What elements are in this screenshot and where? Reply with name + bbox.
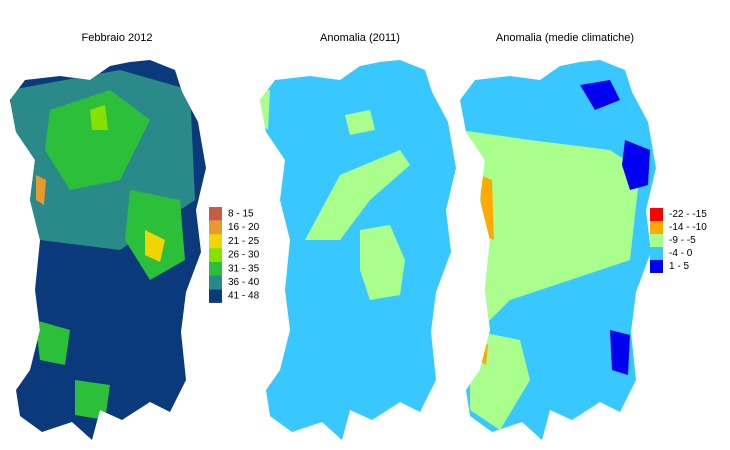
legend-label: 16 - 20: [228, 222, 260, 233]
map-anomaly-climate: [460, 60, 656, 440]
map-title: Anomalia (2011): [320, 32, 400, 44]
legend-label: -14 - -10: [669, 222, 707, 233]
map-temperature: [10, 60, 206, 440]
legend-swatch: [650, 221, 663, 234]
legend-swatch: [650, 247, 663, 260]
legend-label: 8 - 15: [228, 208, 254, 219]
legend-label: 41 - 48: [228, 291, 260, 302]
legend-label: 26 - 30: [228, 250, 260, 261]
legend: 8 - 15 16 - 20 21 - 25 26 - 30 31 - 35 36 - 4…: [209, 207, 260, 303]
legend-swatch: [209, 275, 222, 290]
legend-swatch: [209, 289, 222, 303]
map-title: Anomalia (medie climatiche): [496, 32, 634, 44]
legend-swatch: [209, 248, 222, 262]
legend-label: 31 - 35: [228, 263, 260, 274]
legend-label: 1 - 5: [669, 261, 689, 272]
map-anomaly-2011: [260, 60, 456, 440]
legend-swatch: [650, 260, 663, 273]
map-title: Febbraio 2012: [82, 32, 153, 44]
legend-label: -22 - -15: [669, 209, 707, 220]
legend-swatch: [650, 208, 663, 221]
legend-label: -4 - 0: [669, 248, 693, 259]
legend-swatch: [650, 234, 663, 247]
legend: -22 - -15 -14 - -10 -9 - -5 -4 - 0 1 - 5: [650, 208, 707, 273]
legend-swatch: [209, 220, 222, 235]
legend-swatch: [209, 261, 222, 276]
legend-label: -9 - -5: [669, 235, 696, 246]
legend-label: 36 - 40: [228, 277, 260, 288]
legend-label: 21 - 25: [228, 236, 260, 247]
legend-swatch: [209, 234, 222, 249]
legend-swatch: [209, 207, 222, 221]
